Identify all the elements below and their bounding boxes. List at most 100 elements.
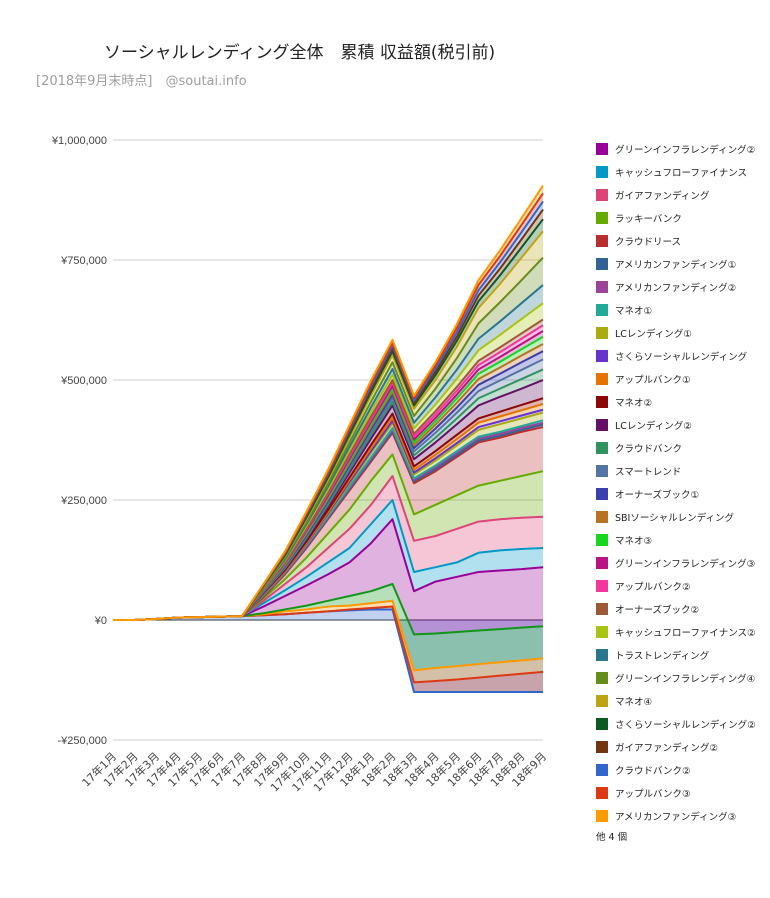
series-area: [113, 606, 543, 692]
legend-item: ガイアファンディング: [596, 183, 766, 206]
series-area: [113, 427, 543, 620]
legend-item: LCレンディング②: [596, 413, 766, 436]
legend-item: LCレンディング①: [596, 321, 766, 344]
legend-label: マネオ②: [615, 397, 653, 409]
legend-label: グリーンインフラレンディング③: [615, 558, 756, 570]
legend-label: アップルバンク①: [615, 374, 691, 386]
legend-swatch: [596, 234, 608, 247]
legend-label: キャッシュフローファイナンス: [615, 167, 748, 179]
legend-swatch: [596, 142, 608, 155]
legend-item: アップルバンク①: [596, 367, 766, 390]
legend-swatch: [596, 740, 608, 753]
legend-label: スマートレンド: [615, 466, 682, 478]
series-area: [113, 344, 543, 620]
legend-label: アメリカンファンディング①: [615, 259, 737, 271]
legend-item: さくらソーシャルレンディング: [596, 344, 766, 367]
legend-label: LCレンディング①: [615, 328, 692, 340]
legend-swatch: [596, 395, 608, 408]
series-area: [113, 336, 543, 620]
legend-swatch: [596, 510, 608, 523]
legend-swatch: [596, 372, 608, 385]
y-tick-label: ¥250,000: [60, 495, 107, 507]
legend-swatch: [596, 579, 608, 592]
legend-swatch: [596, 464, 608, 477]
legend-label: さくらソーシャルレンディング: [615, 351, 748, 363]
legend-swatch: [596, 809, 608, 822]
series-area: [113, 454, 543, 620]
legend-label: SBIソーシャルレンディング: [615, 512, 734, 524]
legend-swatch: [596, 211, 608, 224]
legend-label: クラウドリース: [615, 236, 682, 248]
series-area: [113, 584, 543, 671]
legend-swatch: [596, 487, 608, 500]
legend-label: アップルバンク②: [615, 581, 691, 593]
legend-swatch: [596, 165, 608, 178]
series-line: [113, 185, 544, 621]
legend-swatch: [596, 694, 608, 707]
legend-item: ガイアファンディング②: [596, 735, 766, 758]
legend-item: クラウドリース: [596, 229, 766, 252]
legend-item: キャッシュフローファイナンス②: [596, 620, 766, 643]
legend-swatch: [596, 763, 608, 776]
legend-label: ガイアファンディング②: [615, 742, 718, 754]
legend-swatch: [596, 303, 608, 316]
chart-title: ソーシャルレンディング全体 累積 収益額(税引前): [104, 43, 496, 63]
series-area: [113, 609, 543, 692]
legend-item: さくらソーシャルレンディング②: [596, 712, 766, 735]
legend-label: アメリカンファンディング②: [615, 282, 737, 294]
legend-label: グリーンインフラレンディング②: [615, 144, 756, 156]
legend-item: クラウドバンク②: [596, 758, 766, 781]
y-tick-label: ¥0: [94, 615, 107, 627]
legend-item: SBIソーシャルレンディング: [596, 505, 766, 528]
series-area: [113, 600, 543, 683]
legend-swatch: [596, 280, 608, 293]
legend-label: マネオ③: [615, 535, 653, 547]
series-area: [113, 519, 543, 635]
legend-swatch: [596, 326, 608, 339]
legend-swatch: [596, 257, 608, 270]
legend-swatch: [596, 717, 608, 730]
y-tick-label: ¥500,000: [60, 375, 107, 387]
legend-more[interactable]: 他 4 個: [596, 832, 628, 843]
legend-label: トラストレンディング: [615, 650, 710, 662]
legend: グリーンインフラレンディング② キャッシュフローファイナンス ガイアファンディングラ…: [596, 137, 766, 843]
legend-label: マネオ④: [615, 696, 653, 708]
legend-item: アメリカンファンディング①: [596, 252, 766, 275]
legend-item: マネオ①: [596, 298, 766, 321]
legend-item: アップルバンク③: [596, 781, 766, 804]
legend-label: クラウドバンク②: [615, 765, 691, 777]
legend-item: アップルバンク②: [596, 574, 766, 597]
legend-label: ラッキーバンク: [615, 213, 682, 225]
legend-item: グリーンインフラレンディング④: [596, 666, 766, 689]
legend-item: アメリカンファンディング②: [596, 275, 766, 298]
legend-label: クラウドバンク: [615, 443, 682, 455]
legend-item: オーナーズブック①: [596, 482, 766, 505]
legend-item: スマートレンド: [596, 459, 766, 482]
legend-swatch: [596, 648, 608, 661]
series-area: [113, 331, 543, 620]
legend-item: トラストレンディング: [596, 643, 766, 666]
series-area: [113, 369, 543, 620]
y-tick-label: ¥1,000,000: [51, 135, 107, 147]
legend-item: クラウドバンク: [596, 436, 766, 459]
legend-swatch: [596, 349, 608, 362]
legend-item: オーナーズブック②: [596, 597, 766, 620]
legend-item: グリーンインフラレンディング②: [596, 137, 766, 160]
legend-swatch: [596, 602, 608, 615]
legend-item: ラッキーバンク: [596, 206, 766, 229]
legend-item: マネオ③: [596, 528, 766, 551]
series-area: [113, 380, 543, 620]
legend-label: ガイアファンディング: [615, 190, 710, 202]
legend-label: アップルバンク③: [615, 788, 691, 800]
legend-label: キャッシュフローファイナンス②: [615, 627, 756, 639]
legend-item: マネオ②: [596, 390, 766, 413]
chart-subtitle: [2018年9月末時点] @soutai.info: [36, 74, 247, 89]
y-tick-label: ¥750,000: [60, 255, 107, 267]
legend-swatch: [596, 625, 608, 638]
legend-label: グリーンインフラレンディング④: [615, 673, 756, 685]
series-area: [113, 319, 543, 620]
legend-label: LCレンディング②: [615, 420, 692, 432]
legend-swatch: [596, 556, 608, 569]
legend-swatch: [596, 418, 608, 431]
